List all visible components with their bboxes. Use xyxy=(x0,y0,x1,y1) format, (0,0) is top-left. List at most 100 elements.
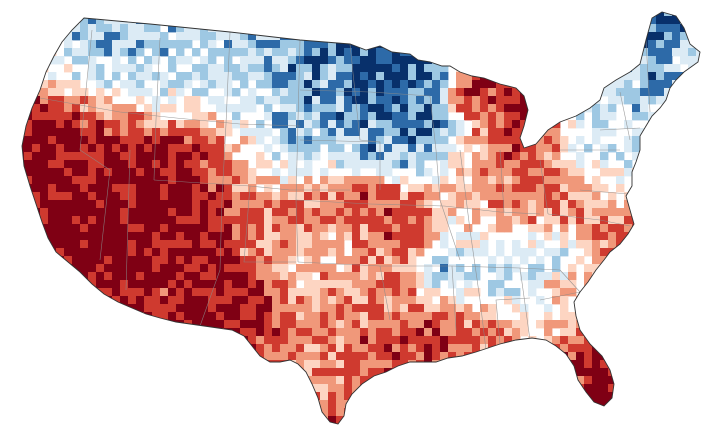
anomaly-cell xyxy=(280,64,289,73)
anomaly-cell xyxy=(224,360,233,369)
anomaly-cell xyxy=(416,192,425,201)
anomaly-cell xyxy=(96,144,105,153)
anomaly-cell xyxy=(544,224,553,233)
anomaly-cell xyxy=(192,288,201,297)
anomaly-cell xyxy=(232,64,241,73)
anomaly-cell xyxy=(688,136,697,145)
anomaly-cell xyxy=(208,224,217,233)
anomaly-cell xyxy=(640,184,649,193)
anomaly-cell xyxy=(168,96,177,105)
anomaly-cell xyxy=(72,176,81,185)
anomaly-cell xyxy=(256,64,265,73)
anomaly-cell xyxy=(208,376,217,385)
anomaly-cell xyxy=(200,16,209,25)
anomaly-cell xyxy=(216,280,225,289)
anomaly-cell xyxy=(384,296,393,305)
anomaly-cell xyxy=(552,232,561,241)
anomaly-cell xyxy=(96,48,105,57)
anomaly-cell xyxy=(520,352,529,361)
anomaly-cell xyxy=(56,168,65,177)
anomaly-cell xyxy=(456,240,465,249)
anomaly-cell xyxy=(128,160,137,169)
anomaly-cell xyxy=(424,392,433,401)
anomaly-cell xyxy=(376,320,385,329)
anomaly-cell xyxy=(128,72,137,81)
anomaly-cell xyxy=(600,208,609,217)
anomaly-cell xyxy=(576,136,585,145)
anomaly-cell xyxy=(22,400,25,409)
anomaly-cell xyxy=(88,272,97,281)
anomaly-cell xyxy=(576,152,585,161)
anomaly-cell xyxy=(440,240,449,249)
anomaly-cell xyxy=(232,400,241,409)
anomaly-cell xyxy=(88,224,97,233)
anomaly-cell xyxy=(624,344,633,353)
anomaly-cell xyxy=(208,416,217,424)
anomaly-cell xyxy=(648,248,657,257)
anomaly-cell xyxy=(600,336,609,345)
anomaly-cell xyxy=(472,336,481,345)
anomaly-cell xyxy=(48,376,57,385)
anomaly-cell xyxy=(184,184,193,193)
anomaly-cell xyxy=(408,24,417,33)
anomaly-cell xyxy=(408,12,417,17)
anomaly-cell xyxy=(88,200,97,209)
anomaly-cell xyxy=(22,200,25,209)
anomaly-cell xyxy=(80,224,89,233)
anomaly-cell xyxy=(264,248,273,257)
anomaly-cell xyxy=(600,80,609,89)
anomaly-cell xyxy=(704,200,712,208)
anomaly-cell xyxy=(256,320,265,329)
anomaly-cell xyxy=(672,128,681,137)
anomaly-cell xyxy=(152,336,161,345)
anomaly-cell xyxy=(32,232,41,241)
anomaly-cell xyxy=(328,352,337,361)
anomaly-cell xyxy=(568,328,577,337)
anomaly-cell xyxy=(72,128,81,137)
anomaly-cell xyxy=(248,408,257,417)
anomaly-cell xyxy=(440,392,449,401)
anomaly-cell xyxy=(528,16,537,25)
anomaly-cell xyxy=(688,224,697,233)
anomaly-cell xyxy=(96,408,105,417)
anomaly-cell xyxy=(352,192,361,201)
anomaly-cell xyxy=(192,368,201,377)
anomaly-cell xyxy=(312,328,321,337)
anomaly-cell xyxy=(544,208,553,217)
anomaly-cell xyxy=(376,128,385,137)
anomaly-cell xyxy=(344,224,353,233)
anomaly-cell xyxy=(264,216,273,225)
anomaly-cell xyxy=(168,312,177,321)
anomaly-cell xyxy=(176,136,185,145)
anomaly-cell xyxy=(344,56,353,65)
anomaly-cell xyxy=(616,256,625,265)
anomaly-cell xyxy=(256,208,265,217)
anomaly-cell xyxy=(680,176,689,185)
anomaly-cell xyxy=(288,200,297,209)
anomaly-cell xyxy=(536,40,545,49)
anomaly-cell xyxy=(696,56,700,65)
anomaly-cell xyxy=(280,376,289,385)
anomaly-cell xyxy=(624,288,633,297)
anomaly-cell xyxy=(304,216,313,225)
anomaly-cell xyxy=(672,400,681,409)
anomaly-cell xyxy=(248,296,257,305)
anomaly-cell xyxy=(32,152,41,161)
anomaly-cell xyxy=(208,328,217,337)
anomaly-cell xyxy=(192,304,201,313)
anomaly-cell xyxy=(22,288,25,297)
anomaly-cell xyxy=(704,24,712,32)
anomaly-cell xyxy=(568,200,577,209)
anomaly-cell xyxy=(88,72,97,81)
anomaly-cell xyxy=(680,104,689,113)
anomaly-cell xyxy=(664,272,673,281)
anomaly-cell xyxy=(344,24,353,33)
anomaly-cell xyxy=(408,392,417,401)
anomaly-cell xyxy=(440,16,449,25)
anomaly-cell xyxy=(320,232,329,241)
anomaly-cell xyxy=(224,208,233,217)
anomaly-cell xyxy=(584,48,593,57)
anomaly-cell xyxy=(384,96,393,105)
anomaly-cell xyxy=(256,344,265,353)
anomaly-cell xyxy=(104,248,113,257)
